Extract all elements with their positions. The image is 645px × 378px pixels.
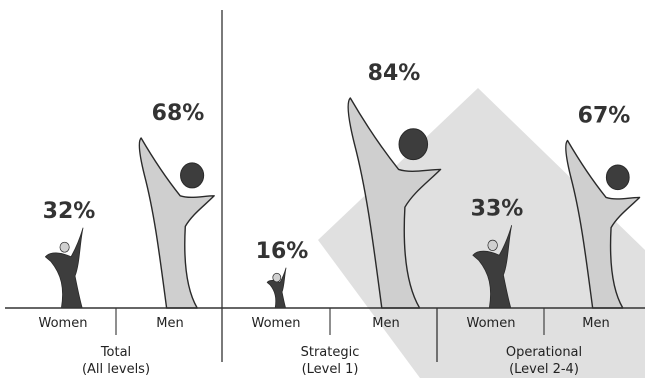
woman-figure-2-head [272,272,282,283]
woman-figure-1 [45,227,84,309]
woman-figure-3 [472,225,513,309]
woman-figure-1-head [59,241,70,253]
man-figure-1-head [180,162,205,189]
group-label: Total [100,345,131,360]
figures-layer [45,97,641,309]
woman-figure-2 [266,267,287,309]
category-label: Women [252,316,301,331]
woman-figure-3-head [487,239,498,251]
group-sublabel: (Level 2-4) [509,362,579,377]
value-label: 16% [256,239,309,264]
category-label: Men [372,316,399,331]
value-label: 84% [368,61,421,86]
man-figure-2-head [398,128,429,161]
axes-layer [5,10,645,362]
group-sublabel: (Level 1) [302,362,359,377]
category-label: Men [582,316,609,331]
value-label: 32% [43,199,96,224]
labels-layer: 32% Women 68% Men Total (All levels) 16% Women 8… [39,61,631,377]
man-figure-1 [138,137,215,309]
value-label: 68% [152,101,205,126]
category-label: Men [156,316,183,331]
category-label: Women [39,316,88,331]
man-figure-3 [565,139,641,309]
man-figure-3-head [605,164,630,191]
group-label: Strategic [301,345,360,360]
category-label: Women [467,316,516,331]
value-label: 33% [471,197,524,222]
man-figure-2 [347,97,442,309]
group-sublabel: (All levels) [82,362,150,377]
value-label: 67% [578,104,631,129]
group-label: Operational [506,345,582,360]
